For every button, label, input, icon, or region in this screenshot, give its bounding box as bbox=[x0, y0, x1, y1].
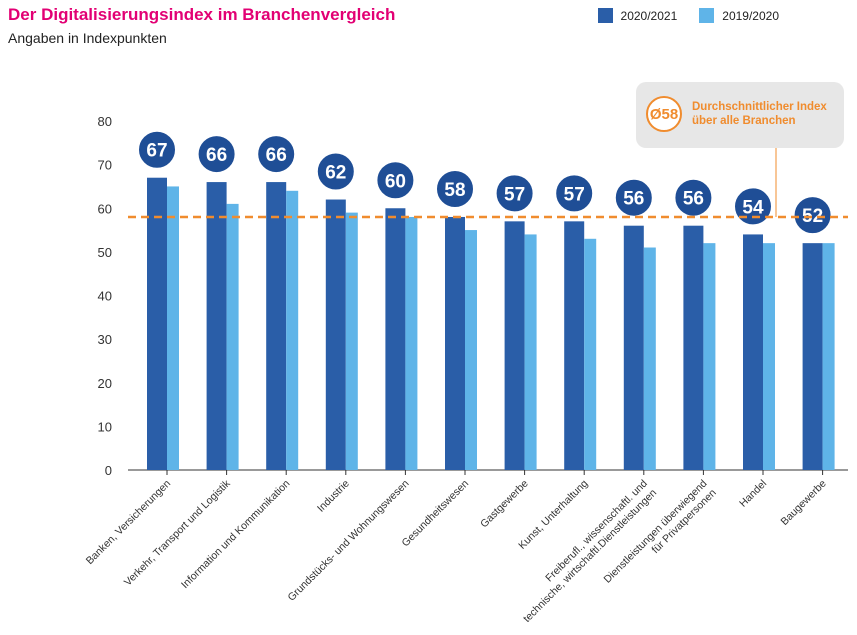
value-bubble-label: 56 bbox=[683, 189, 704, 210]
value-bubble bbox=[315, 151, 356, 192]
bar-2020-2021 bbox=[623, 225, 644, 470]
category-label-line: Information und Kommunikation bbox=[179, 478, 292, 591]
category-label: Verkehr, Transport und Logistik bbox=[122, 477, 233, 588]
bar-2019-2020 bbox=[465, 230, 477, 470]
category-label-line: Baugewerbe bbox=[779, 478, 829, 528]
bar-2019-2020 bbox=[226, 203, 239, 470]
category-label: Dienstleistungen überwiegendfür Privatpe… bbox=[602, 478, 719, 595]
legend-item-2019-2020: 2019/2020 bbox=[699, 8, 779, 23]
chart-title: Der Digitalisierungsindex im Branchenver… bbox=[8, 5, 396, 24]
average-label-line1: Durchschnittlicher Index bbox=[692, 101, 827, 113]
bar-2020-2021 bbox=[504, 221, 525, 470]
y-tick-label: 40 bbox=[98, 289, 112, 304]
legend-label-2019-2020: 2019/2020 bbox=[722, 8, 779, 23]
value-bubble bbox=[256, 134, 297, 175]
value-bubble-label: 66 bbox=[206, 145, 227, 166]
bar-2019-2020 bbox=[167, 186, 179, 470]
value-bubble bbox=[196, 134, 237, 175]
category-label-line: Gesundheitswesen bbox=[399, 478, 471, 550]
value-bubble bbox=[613, 177, 654, 218]
bar-2019-2020 bbox=[345, 212, 358, 471]
value-bubble bbox=[554, 173, 595, 214]
value-bubble-label: 57 bbox=[564, 184, 585, 205]
legend-swatch-2019-2020 bbox=[699, 8, 715, 23]
value-bubble-label: 62 bbox=[325, 163, 346, 184]
value-bubble bbox=[137, 129, 177, 170]
category-label-line: Gastgewerbe bbox=[478, 478, 531, 531]
chart-subtitle: Angaben in Indexpunkten bbox=[8, 30, 167, 46]
value-bubble-label: 57 bbox=[504, 184, 525, 205]
category-label-line: Industrie bbox=[315, 478, 352, 515]
legend-label-2020-2021: 2020/2021 bbox=[620, 8, 678, 23]
category-label-line: Grundstücks- und Wohnungswesen bbox=[286, 478, 412, 604]
average-label-line2: über alle Branchen bbox=[692, 115, 796, 127]
bar-2019-2020 bbox=[405, 216, 418, 470]
value-bubble-label: 56 bbox=[623, 189, 644, 210]
bar-2019-2020 bbox=[584, 238, 597, 470]
category-label: Gastgewerbe bbox=[478, 478, 531, 531]
value-bubble-label: 60 bbox=[385, 171, 406, 192]
category-label: Baugewerbe bbox=[779, 478, 829, 528]
y-tick-label: 20 bbox=[98, 376, 112, 391]
y-tick-label: 0 bbox=[105, 463, 112, 478]
bar-2019-2020 bbox=[763, 243, 775, 470]
average-callout: Ø58 Durchschnittlicher Index über alle B… bbox=[636, 82, 844, 148]
category-label: Handel bbox=[737, 478, 769, 510]
bar-2019-2020 bbox=[524, 234, 537, 470]
bar-2019-2020 bbox=[822, 243, 835, 470]
value-bubble-label: 58 bbox=[444, 180, 465, 201]
bar-2020-2021 bbox=[206, 182, 227, 470]
value-bubble bbox=[792, 195, 833, 236]
bar-2020-2021 bbox=[683, 225, 704, 470]
value-bubble bbox=[435, 168, 475, 209]
average-label: Durchschnittlicher Index über alle Branc… bbox=[692, 100, 842, 128]
category-label: Grundstücks- und Wohnungswesen bbox=[286, 478, 412, 604]
bar-2019-2020 bbox=[703, 243, 716, 470]
average-symbol: Ø58 bbox=[646, 96, 682, 132]
bar-2020-2021 bbox=[564, 221, 585, 470]
bar-2020-2021 bbox=[325, 199, 346, 470]
bar-2019-2020 bbox=[286, 190, 299, 471]
y-tick-label: 70 bbox=[98, 158, 112, 173]
value-bubble-label: 67 bbox=[146, 141, 167, 162]
value-bubble bbox=[494, 173, 535, 214]
y-tick-label: 50 bbox=[98, 245, 112, 260]
bar-2019-2020 bbox=[643, 247, 656, 470]
value-bubble-label: 52 bbox=[802, 206, 823, 227]
value-bubble bbox=[375, 160, 416, 201]
category-label: Information und Kommunikation bbox=[179, 478, 292, 591]
category-label: Industrie bbox=[315, 478, 352, 515]
legend-item-2020-2021: 2020/2021 bbox=[597, 8, 678, 23]
bar-2020-2021 bbox=[743, 234, 763, 470]
bar-2020-2021 bbox=[385, 208, 406, 470]
y-tick-label: 60 bbox=[98, 201, 112, 216]
category-label: Gesundheitswesen bbox=[399, 478, 471, 550]
y-tick-label: 30 bbox=[98, 332, 112, 347]
legend: 2020/2021 2019/2020 bbox=[597, 8, 779, 23]
y-tick-label: 10 bbox=[98, 419, 112, 434]
bar-2020-2021 bbox=[266, 182, 287, 470]
value-bubble-label: 54 bbox=[742, 197, 764, 218]
category-label-line: Verkehr, Transport und Logistik bbox=[122, 477, 233, 588]
category-label-line: Handel bbox=[737, 478, 769, 510]
category-label-line: Freiberufl., wissenschaftl. und bbox=[543, 478, 650, 585]
bar-2020-2021 bbox=[147, 177, 167, 470]
bar-2020-2021 bbox=[802, 243, 823, 470]
legend-swatch-2020-2021 bbox=[597, 8, 613, 23]
bar-2020-2021 bbox=[445, 216, 465, 470]
value-bubble-label: 66 bbox=[266, 145, 287, 166]
y-tick-label: 80 bbox=[98, 114, 112, 129]
